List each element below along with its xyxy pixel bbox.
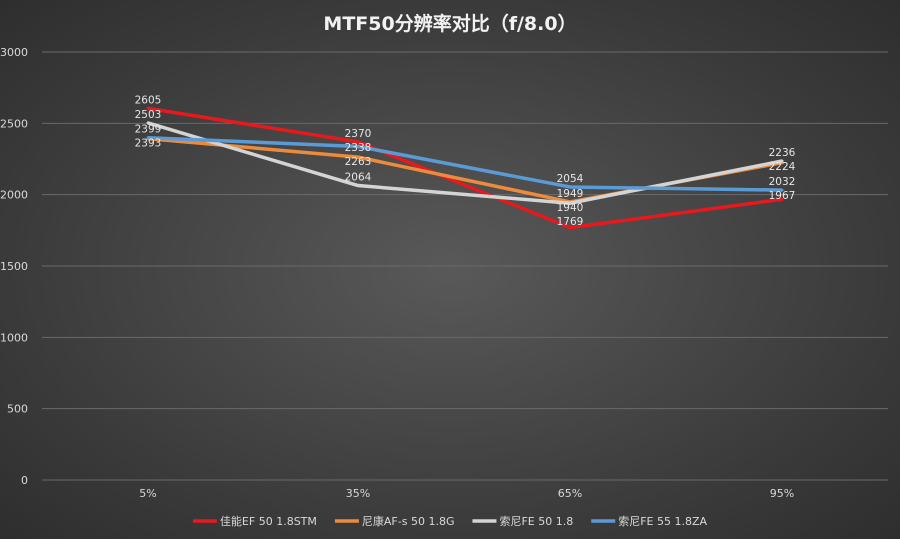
data-label: 2393 — [135, 138, 162, 150]
data-label: 2032 — [769, 176, 796, 188]
data-label: 1949 — [557, 188, 584, 200]
legend-entry: 索尼FE 50 1.8 — [499, 514, 573, 528]
data-label: 2064 — [345, 172, 372, 184]
y-tick-label: 0 — [21, 474, 28, 487]
x-tick-label: 35% — [346, 487, 370, 500]
data-point — [146, 106, 150, 110]
legend-entry: 索尼FE 55 1.8ZA — [618, 514, 707, 528]
data-label: 2263 — [345, 156, 372, 168]
legend-entry: 佳能EF 50 1.8STM — [220, 514, 317, 528]
series-line — [147, 106, 783, 230]
data-label: 1940 — [557, 202, 584, 214]
data-label: 2054 — [557, 173, 584, 185]
x-tick-label: 5% — [139, 487, 156, 500]
data-point — [146, 136, 150, 140]
data-point — [356, 140, 360, 144]
y-tick-label: 2500 — [0, 117, 28, 130]
x-tick-label: 65% — [558, 487, 582, 500]
data-label: 2224 — [769, 161, 796, 173]
data-point — [568, 226, 572, 230]
series-line — [147, 136, 783, 204]
data-label: 1967 — [769, 190, 796, 202]
data-label: 2338 — [345, 142, 372, 154]
x-tick-label: 95% — [770, 487, 794, 500]
data-point — [146, 121, 150, 125]
y-tick-label: 2000 — [0, 189, 28, 202]
series-line — [147, 121, 783, 205]
data-point — [356, 184, 360, 188]
data-point — [568, 201, 572, 205]
data-label: 2399 — [135, 124, 162, 136]
data-point — [780, 159, 784, 163]
data-point — [568, 185, 572, 189]
y-tick-label: 3000 — [0, 46, 28, 59]
y-tick-label: 1000 — [0, 331, 28, 344]
data-label: 1769 — [557, 216, 584, 228]
data-point — [780, 197, 784, 201]
legend-entry: 尼康AF-s 50 1.8G — [362, 514, 455, 528]
data-label: 2236 — [769, 147, 796, 159]
data-point — [356, 144, 360, 148]
chart-title: MTF50分辨率对比（f/8.0） — [323, 12, 576, 35]
data-point — [780, 188, 784, 192]
y-tick-label: 1500 — [0, 260, 28, 273]
series-line — [147, 135, 783, 192]
y-tick-label: 500 — [7, 403, 28, 416]
data-label: 2370 — [345, 128, 372, 140]
data-label: 2605 — [135, 94, 162, 106]
data-label: 2503 — [135, 109, 162, 121]
data-point — [356, 155, 360, 159]
